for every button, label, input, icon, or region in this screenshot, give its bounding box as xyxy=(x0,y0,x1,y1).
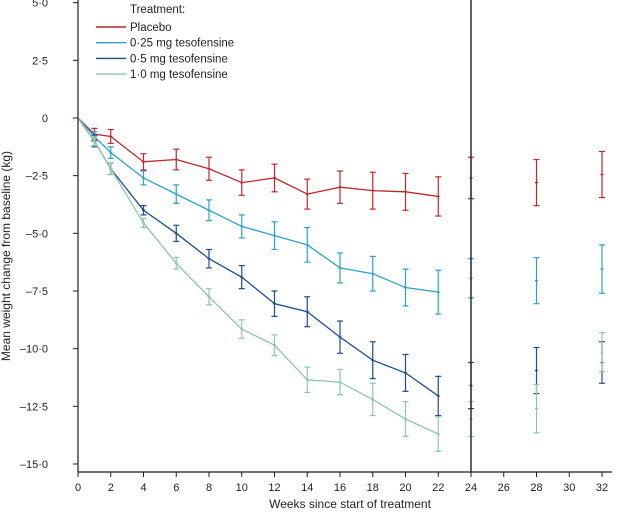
series-4 xyxy=(77,117,605,452)
x-tick-label: 24 xyxy=(465,482,477,494)
legend-entry: 0·25 mg tesofensine xyxy=(130,38,234,50)
x-tick-label: 22 xyxy=(432,482,444,494)
y-axis-label: Mean weight change from baseline (kg) xyxy=(0,151,13,361)
series-2 xyxy=(77,117,605,315)
y-tick-label: –12·5 xyxy=(20,401,48,413)
x-tick-label: 12 xyxy=(268,482,280,494)
series-3 xyxy=(77,117,605,417)
y-tick-label: 2·5 xyxy=(32,55,48,67)
x-axis-label: Weeks since start of treatment xyxy=(269,497,432,511)
series-line xyxy=(77,117,439,198)
series-line xyxy=(77,117,439,435)
y-tick-label: 0 xyxy=(42,113,48,125)
y-tick-label: –15·0 xyxy=(20,459,48,471)
x-tick-label: 6 xyxy=(173,482,179,494)
y-tick-label: –2·5 xyxy=(26,171,48,183)
x-tick-label: 4 xyxy=(140,482,146,494)
x-tick-label: 0 xyxy=(75,482,81,494)
y-axis-ticks: 5·0 2·5 0 –2·5 –5·0 –7·5 –10·0 –12·5 –15·0 xyxy=(20,0,78,471)
series-group xyxy=(77,117,605,452)
legend-entry: 1·0 mg tesofensine xyxy=(130,69,228,81)
legend: Treatment: Placebo 0·25 mg tesofensine 0·5… xyxy=(96,4,234,81)
x-tick-label: 2 xyxy=(108,482,114,494)
legend-entry: Placebo xyxy=(130,22,172,34)
x-tick-label: 28 xyxy=(530,482,542,494)
x-tick-label: 16 xyxy=(334,482,346,494)
x-tick-label: 26 xyxy=(498,482,510,494)
legend-entry: 0·5 mg tesofensine xyxy=(130,53,228,65)
series-1 xyxy=(77,117,605,217)
y-tick-label: 5·0 xyxy=(32,0,48,10)
x-tick-label: 32 xyxy=(596,482,608,494)
x-axis-ticks: 0 2 4 6 8 10 12 14 16 18 20 22 24 26 28 30 32 xyxy=(75,472,608,494)
y-tick-label: –10·0 xyxy=(20,344,48,356)
legend-title: Treatment: xyxy=(130,4,185,16)
x-tick-label: 20 xyxy=(399,482,411,494)
x-tick-label: 30 xyxy=(563,482,575,494)
series-line xyxy=(77,117,439,397)
x-tick-label: 18 xyxy=(367,482,379,494)
x-tick-label: 14 xyxy=(301,482,313,494)
x-tick-label: 8 xyxy=(206,482,212,494)
y-tick-label: –5·0 xyxy=(26,228,48,240)
x-tick-label: 10 xyxy=(236,482,248,494)
y-tick-label: –7·5 xyxy=(26,286,48,298)
